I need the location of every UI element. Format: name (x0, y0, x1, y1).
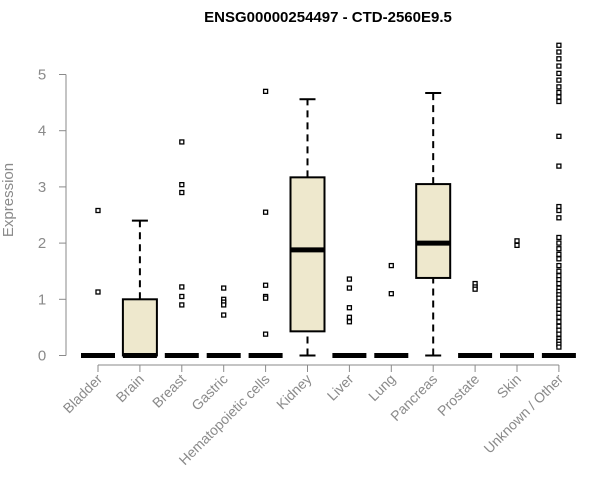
y-tick-label: 3 (38, 179, 46, 196)
outlier-point (346, 276, 353, 282)
outlier-point (556, 280, 562, 287)
outlier-point (346, 319, 353, 325)
x-tick-label: Kidney (273, 371, 315, 413)
outlier-point (262, 209, 269, 215)
x-tick-label: Breast (149, 371, 189, 411)
outlier-point (221, 302, 227, 308)
outlier-point (472, 286, 478, 292)
outlier-point (95, 289, 101, 295)
outlier-point (556, 344, 562, 350)
outlier-point (556, 268, 562, 274)
outlier-point (346, 314, 353, 320)
outlier-point (556, 207, 562, 214)
outlier-point (179, 284, 185, 290)
outlier-point (262, 295, 269, 301)
outlier-point (514, 238, 520, 244)
y-tick-label: 0 (38, 348, 46, 365)
x-tick-label: Brain (113, 371, 147, 405)
y-tick-label: 4 (38, 123, 46, 140)
outlier-point (95, 207, 101, 214)
boxes-layer (81, 92, 576, 358)
x-tick-label: Liver (324, 371, 357, 404)
outlier-point (556, 98, 562, 105)
outlier-point (346, 285, 353, 291)
outlier-point (221, 285, 227, 291)
outlier-point (556, 319, 562, 325)
y-axis-label: Expression (0, 163, 17, 237)
outlier-point (556, 89, 562, 96)
outlier-point (556, 77, 562, 83)
outlier-point (556, 240, 562, 246)
outlier-point (556, 70, 562, 77)
box-iqr (289, 176, 326, 333)
x-tick-label: Lung (365, 371, 398, 404)
y-axis: 0 1 2 3 4 5 (38, 67, 67, 365)
outlier-point (556, 49, 562, 55)
x-tick-label: Unknown / Other (480, 371, 566, 457)
outlier-point (179, 302, 185, 308)
outlier-point (556, 331, 562, 337)
box-5 (289, 98, 326, 357)
outlier-point (179, 189, 185, 196)
outlier-point (556, 94, 562, 100)
x-tick-label: Prostate (434, 371, 482, 419)
outlier-point (388, 262, 394, 269)
box-iqr (121, 298, 158, 357)
outlier-point (179, 139, 185, 145)
outlier-point (179, 182, 185, 188)
x-tick-label: Bladder (60, 371, 106, 417)
outlier-point (556, 42, 562, 48)
outlier-point (556, 163, 562, 169)
outlier-point (556, 256, 562, 262)
outlier-point (221, 312, 227, 318)
outlier-point (346, 305, 353, 311)
outlier-point (556, 84, 562, 90)
box-iqr (415, 183, 452, 279)
outlier-point (262, 331, 269, 337)
x-tick-label: Skin (494, 371, 525, 402)
y-tick-label: 1 (38, 291, 46, 308)
outlier-point (262, 282, 269, 288)
outlier-point (556, 215, 562, 221)
y-tick-label: 5 (38, 67, 46, 84)
outlier-point (262, 88, 269, 95)
outlier-point (556, 56, 562, 62)
outlier-point (388, 291, 394, 297)
box-1 (121, 219, 158, 358)
outlier-point (556, 63, 562, 69)
outlier-point (514, 242, 520, 248)
y-tick-label: 2 (38, 235, 46, 252)
outlier-point (556, 246, 562, 252)
outlier-point (556, 314, 562, 320)
chart-title: ENSG00000254497 - CTD-2560E9.5 (204, 9, 452, 26)
outlier-point (179, 293, 185, 300)
outlier-point (556, 133, 562, 139)
outlier-point (556, 234, 562, 241)
outlier-point (556, 251, 562, 257)
outlier-point (556, 262, 562, 269)
outliers-layer (95, 42, 562, 350)
x-tick-label: Pancreas (387, 371, 440, 424)
box-8 (415, 92, 452, 357)
